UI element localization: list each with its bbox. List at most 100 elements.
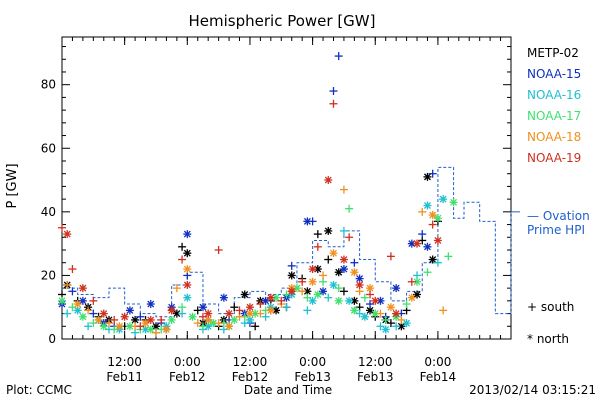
south-point xyxy=(214,245,223,254)
north-point xyxy=(204,315,213,324)
south-point xyxy=(418,230,427,239)
south-point xyxy=(235,306,244,315)
south-point xyxy=(386,252,395,261)
south-point xyxy=(339,287,348,296)
north-point xyxy=(313,265,322,274)
north-point xyxy=(334,296,343,305)
south-point xyxy=(256,309,265,318)
north-point xyxy=(204,309,213,318)
x-tick-label-time: 12:00 xyxy=(107,355,142,369)
south-point xyxy=(329,87,338,96)
north-point xyxy=(225,309,234,318)
north-point xyxy=(146,315,155,324)
north-point xyxy=(433,214,442,223)
south-point xyxy=(251,322,260,331)
south-point xyxy=(68,287,77,296)
north-point xyxy=(188,312,197,321)
north-point xyxy=(125,322,134,331)
south-point xyxy=(104,319,113,328)
north-point xyxy=(324,226,333,235)
legend-entry: NOAA-19 xyxy=(527,151,581,165)
x-tick-label-date: Feb12 xyxy=(232,370,269,384)
south-point xyxy=(350,258,359,267)
north-point xyxy=(245,303,254,312)
north-point xyxy=(428,255,437,264)
north-point xyxy=(308,277,317,286)
south-point xyxy=(360,293,369,302)
north-point xyxy=(63,230,72,239)
north-point xyxy=(366,306,375,315)
south-point xyxy=(428,220,437,229)
north-point xyxy=(313,290,322,299)
north-point xyxy=(183,230,192,239)
south-point xyxy=(407,277,416,286)
north-point xyxy=(120,312,129,321)
south-point xyxy=(298,277,307,286)
south-point xyxy=(313,230,322,239)
south-point xyxy=(178,255,187,264)
south-point xyxy=(303,293,312,302)
south-point xyxy=(136,312,145,321)
north-point xyxy=(94,315,103,324)
y-tick-label: 20 xyxy=(41,268,56,282)
south-point xyxy=(136,322,145,331)
south-point xyxy=(324,293,333,302)
south-point xyxy=(402,300,411,309)
north-point xyxy=(308,265,317,274)
x-tick-label-time: 12:00 xyxy=(358,355,393,369)
legend-south-marker: + south xyxy=(527,300,574,314)
north-point xyxy=(386,303,395,312)
south-point xyxy=(381,315,390,324)
points-layer xyxy=(58,52,458,337)
south-point xyxy=(345,233,354,242)
south-point xyxy=(428,169,437,178)
legend-entry: NOAA-18 xyxy=(527,130,581,144)
south-point xyxy=(178,303,187,312)
north-point xyxy=(183,293,192,302)
north-point xyxy=(423,201,432,210)
north-point xyxy=(371,296,380,305)
north-point xyxy=(183,249,192,258)
south-point xyxy=(376,309,385,318)
north-point xyxy=(146,300,155,309)
north-point xyxy=(339,265,348,274)
north-point xyxy=(439,195,448,204)
north-point xyxy=(350,268,359,277)
south-point xyxy=(110,315,119,324)
north-point xyxy=(334,268,343,277)
north-point xyxy=(78,284,87,293)
south-point xyxy=(256,300,265,309)
legend-ovation-line1: — Ovation xyxy=(527,209,590,223)
north-point xyxy=(287,271,296,280)
north-point xyxy=(308,296,317,305)
south-point xyxy=(89,296,98,305)
south-point xyxy=(178,242,187,251)
north-point xyxy=(329,280,338,289)
y-tick-label: 40 xyxy=(41,205,56,219)
south-point xyxy=(439,306,448,315)
south-point xyxy=(151,328,160,337)
south-point xyxy=(329,99,338,108)
chart-title: Hemispheric Power [GW] xyxy=(189,12,376,30)
north-point xyxy=(230,315,239,324)
south-point xyxy=(198,322,207,331)
south-point xyxy=(444,252,453,261)
north-point xyxy=(146,325,155,334)
footer-right: 2013/02/14 03:15:21 xyxy=(469,383,596,397)
x-tick-label-date: Feb13 xyxy=(294,370,331,384)
south-point xyxy=(287,261,296,270)
north-point xyxy=(266,306,275,315)
north-point xyxy=(392,309,401,318)
south-point xyxy=(63,280,72,289)
y-tick-label: 60 xyxy=(41,141,56,155)
north-point xyxy=(58,296,66,305)
south-point xyxy=(157,315,166,324)
north-point xyxy=(366,284,375,293)
south-point xyxy=(397,315,406,324)
south-point xyxy=(230,303,239,312)
north-point xyxy=(381,325,390,334)
north-point xyxy=(183,280,192,289)
north-point xyxy=(329,249,338,258)
north-point xyxy=(73,300,82,309)
x-tick-label-time: 12:00 xyxy=(233,355,268,369)
